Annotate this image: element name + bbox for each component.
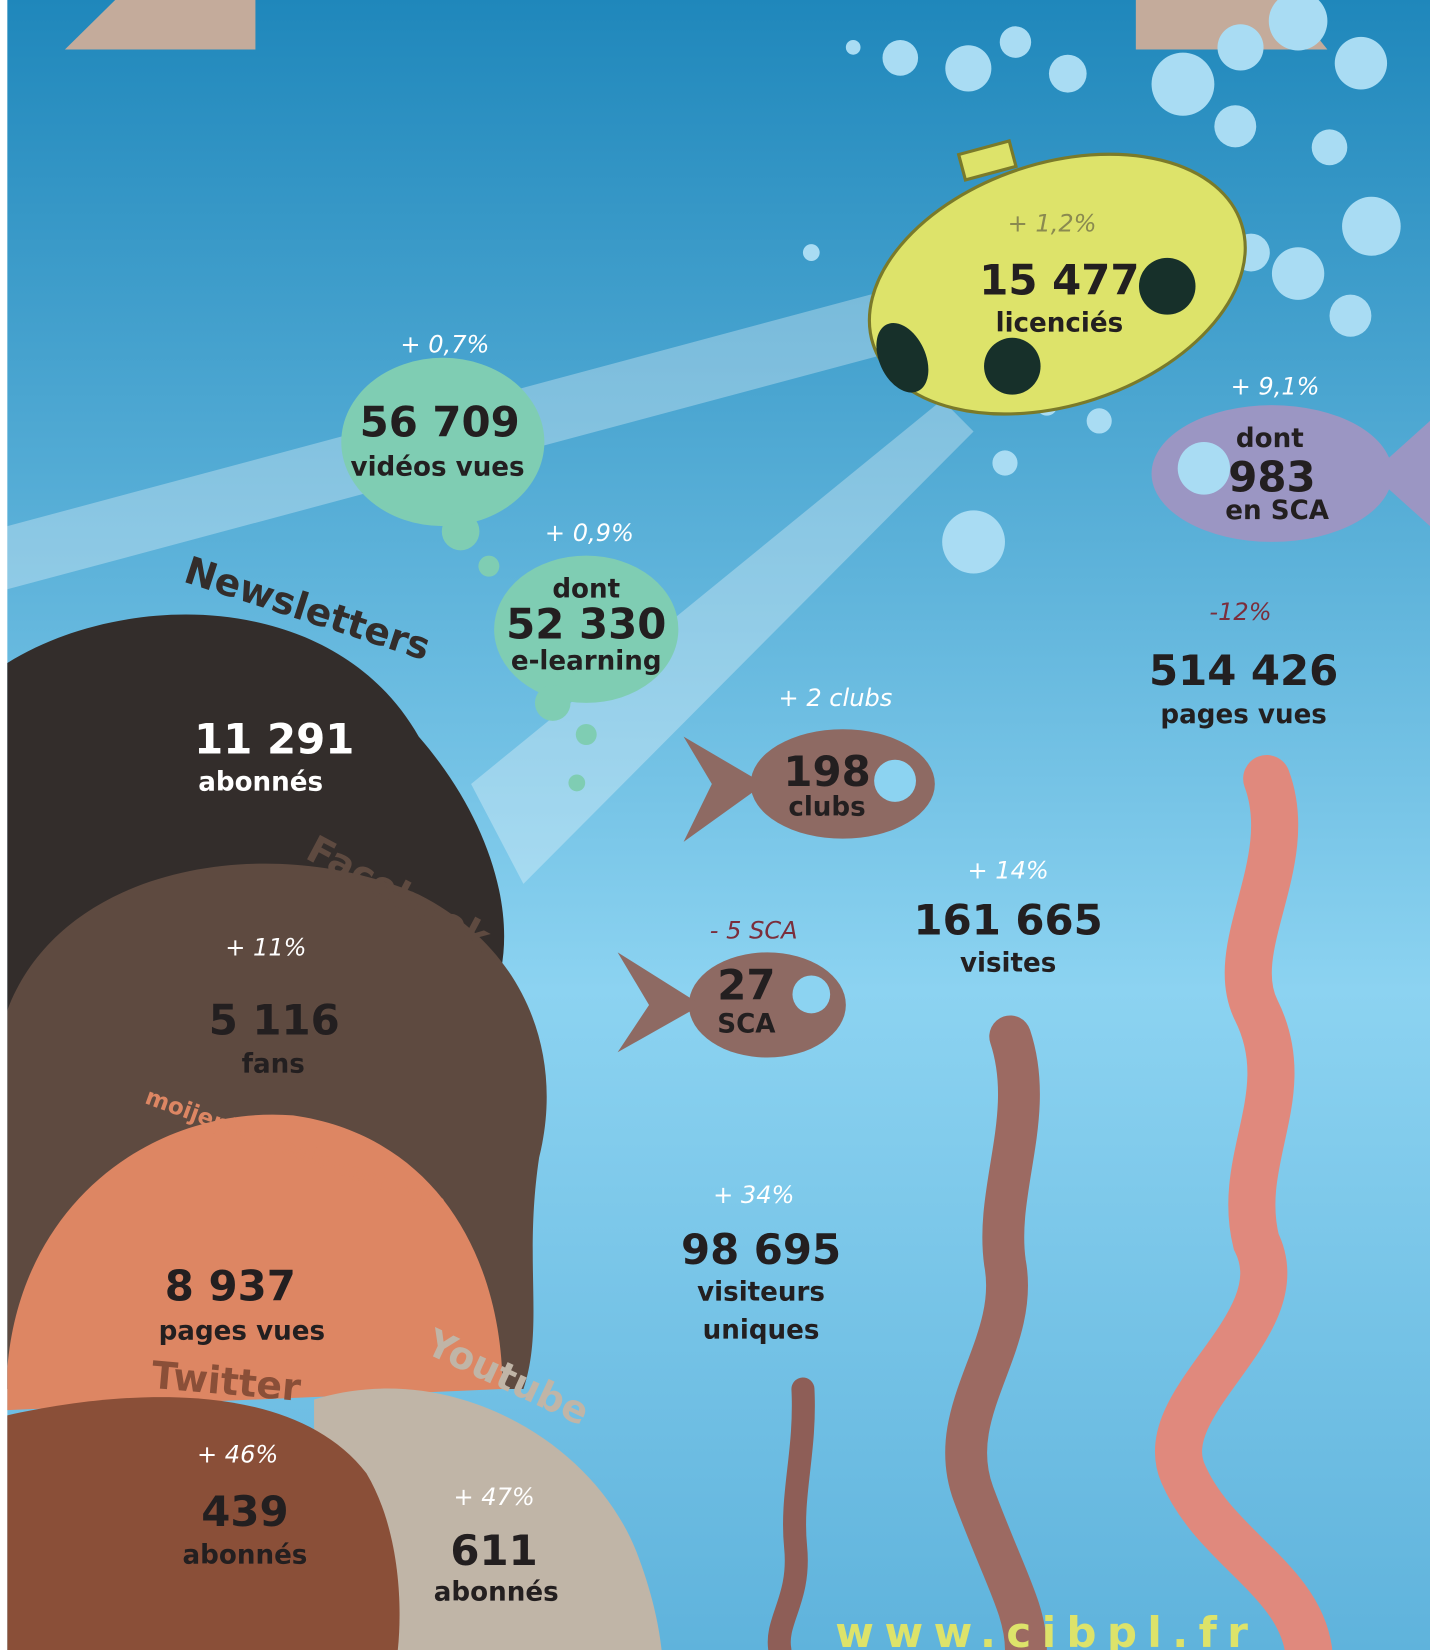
change: + 47% — [453, 1483, 534, 1511]
label: visites — [960, 948, 1056, 978]
fish-eye — [874, 760, 916, 802]
value: 198 — [783, 747, 870, 796]
label: pages vues — [159, 1317, 325, 1347]
change: + 0,9% — [545, 519, 634, 547]
website-url: www.cibpl.fr — [835, 1608, 1258, 1650]
label: licenciés — [996, 308, 1124, 338]
change: + 1,2% — [1008, 209, 1097, 237]
label: en SCA — [1225, 496, 1329, 526]
label: abonnés — [434, 1577, 559, 1607]
value: 161 665 — [913, 895, 1102, 944]
change: -12% — [1209, 598, 1271, 626]
value: 5 116 — [209, 995, 340, 1044]
value: 98 695 — [681, 1225, 841, 1274]
value: 983 — [1228, 452, 1315, 501]
value: 611 — [450, 1526, 537, 1575]
change: + 2 clubs — [779, 684, 893, 712]
infographic: + 1,2% 15 477 licenciés + 9,1% dont 983 … — [0, 0, 1430, 1650]
value: 27 — [717, 961, 775, 1010]
value: 11 291 — [194, 714, 354, 763]
change: + 11% — [225, 933, 306, 961]
change: + 34% — [713, 1181, 794, 1209]
label: visiteurs — [697, 1278, 825, 1308]
change: + 14% — [967, 857, 1048, 885]
value: 15 477 — [979, 256, 1139, 305]
label: fans — [242, 1049, 305, 1079]
label: e-learning — [511, 646, 662, 676]
label: clubs — [788, 792, 865, 822]
change: - 5 SCA — [710, 917, 798, 945]
value: 56 709 — [360, 398, 520, 447]
label: SCA — [717, 1009, 776, 1039]
fish-eye — [792, 975, 830, 1013]
change: + 0,7% — [400, 330, 489, 358]
value: 439 — [201, 1487, 288, 1536]
label: vidéos vues — [351, 453, 525, 483]
value: 514 426 — [1149, 646, 1338, 695]
value: 8 937 — [165, 1262, 296, 1311]
label: abonnés — [198, 767, 323, 797]
value: 52 330 — [506, 600, 666, 649]
change: + 46% — [197, 1441, 278, 1469]
label: dont — [1236, 424, 1304, 454]
label: uniques — [703, 1315, 820, 1345]
label: abonnés — [183, 1541, 308, 1571]
label: pages vues — [1160, 700, 1326, 730]
change: + 9,1% — [1231, 373, 1320, 401]
